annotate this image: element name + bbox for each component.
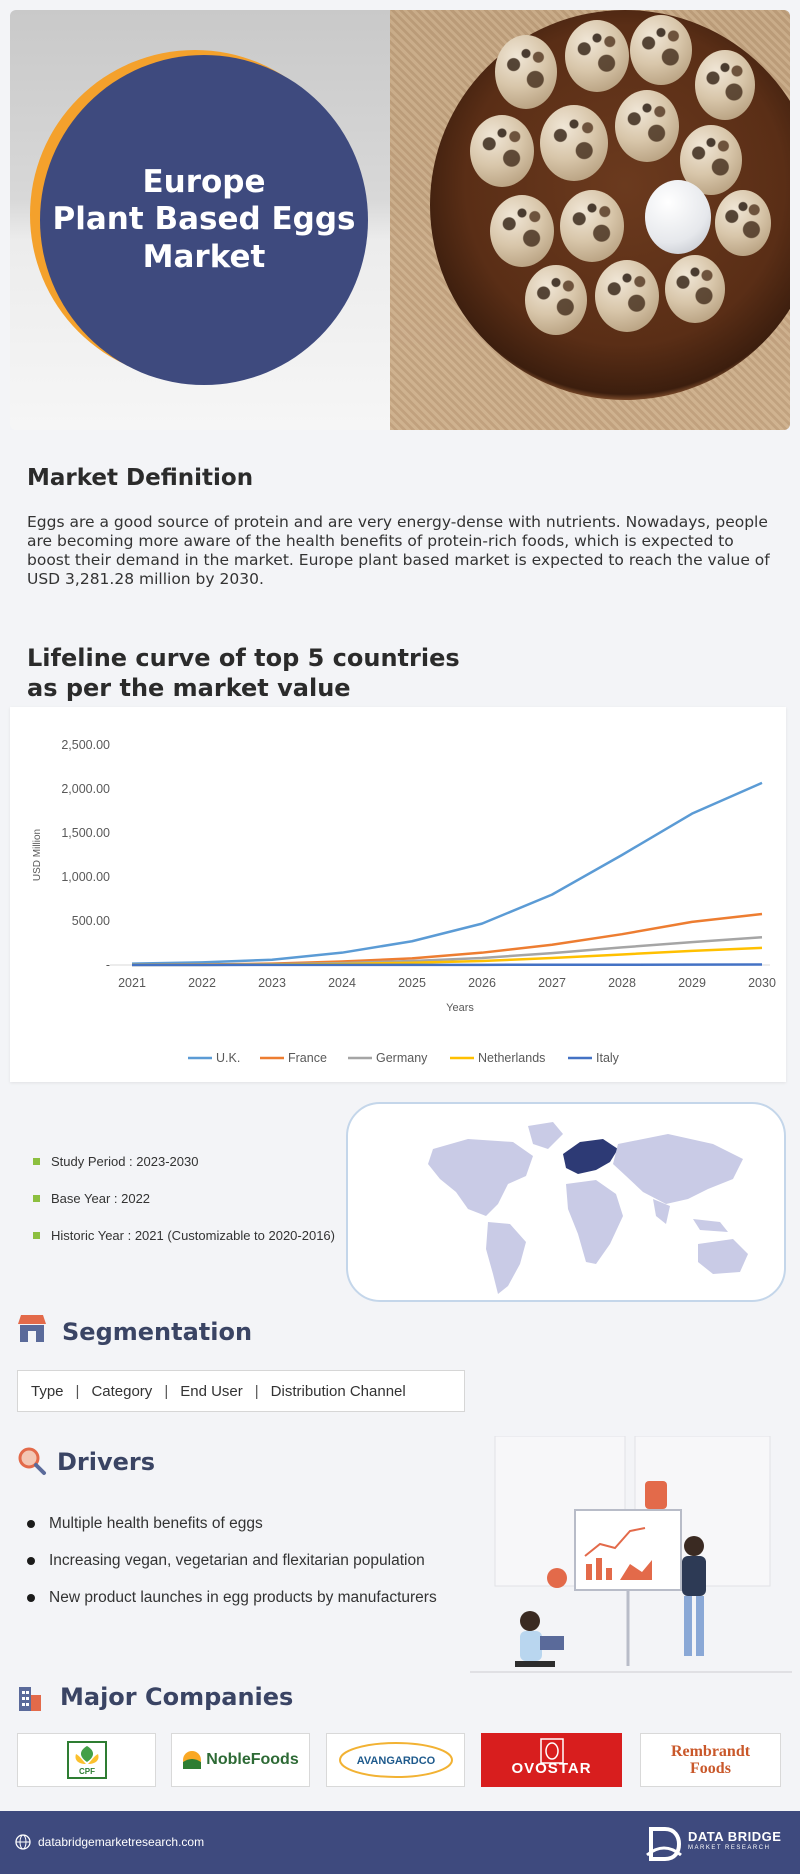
- logo-noble-foods: NobleFoods: [171, 1733, 310, 1787]
- map-asia: [613, 1134, 743, 1204]
- footer-website-link[interactable]: databridgemarketresearch.com: [38, 1835, 205, 1849]
- legend-label: France: [288, 1051, 327, 1065]
- x-tick-label: 2030: [748, 976, 776, 990]
- historic-year: Historic Year : 2021 (Customizable to 20…: [33, 1227, 335, 1264]
- buildings-icon: [17, 1683, 43, 1716]
- data-bridge-logo-icon: [646, 1827, 682, 1861]
- segment-separator: |: [75, 1382, 80, 1400]
- x-tick-label: 2021: [118, 976, 146, 990]
- cpf-logo-text: CPF: [79, 1767, 95, 1776]
- map-africa: [566, 1180, 623, 1264]
- drivers-title: Drivers: [57, 1448, 156, 1476]
- legend-label: Italy: [596, 1051, 620, 1065]
- hero-banner: Europe Plant Based Eggs Market: [10, 10, 790, 430]
- driver-item: Multiple health benefits of eggs: [27, 1514, 437, 1551]
- logo-rembrandt-foods: Rembrandt Foods: [640, 1733, 781, 1787]
- footer: databridgemarketresearch.com DATA BRIDGE…: [0, 1811, 800, 1874]
- noble-foods-text: NobleFoods: [206, 1751, 299, 1768]
- map-south-asia: [653, 1199, 670, 1224]
- segmentation-bar: Type | Category | End User | Distributio…: [17, 1370, 465, 1412]
- avangardco-logo-mark: AVANGARDCO: [338, 1742, 453, 1778]
- x-tick-label: 2026: [468, 976, 496, 990]
- map-greenland: [528, 1122, 563, 1149]
- map-north-america: [428, 1139, 533, 1216]
- x-tick-label: 2027: [538, 976, 566, 990]
- logo-cpf: CPF: [17, 1733, 156, 1787]
- legend-label: Netherlands: [478, 1051, 545, 1065]
- map-indonesia: [693, 1219, 728, 1232]
- market-definition-title: Market Definition: [27, 465, 254, 491]
- segment-category: Category: [91, 1382, 153, 1400]
- series-line-france: [131, 912, 763, 966]
- cpf-logo-mark: CPF: [66, 1741, 107, 1779]
- store-icon: [17, 1312, 47, 1349]
- globe-icon: [15, 1834, 31, 1850]
- y-tick-label: 2,500.00: [61, 738, 110, 752]
- major-companies-title: Major Companies: [60, 1683, 294, 1711]
- y-tick-label: 1,500.00: [61, 826, 110, 840]
- presentation-illustration: [470, 1435, 792, 1676]
- ovostar-egg-icon: [540, 1738, 564, 1764]
- study-period: Study Period : 2023-2030: [33, 1153, 335, 1190]
- segment-separator: |: [164, 1382, 169, 1400]
- noble-foods-sun-icon: [183, 1751, 202, 1769]
- y-tick-label: 1,000.00: [61, 870, 110, 884]
- segmentation-title: Segmentation: [62, 1318, 253, 1346]
- x-tick-label: 2025: [398, 976, 426, 990]
- segment-distribution-channel: Distribution Channel: [270, 1382, 406, 1400]
- series-line-uk: [131, 781, 763, 965]
- driver-item: Increasing vegan, vegetarian and flexita…: [27, 1551, 437, 1588]
- drivers-list: Multiple health benefits of eggs Increas…: [27, 1514, 437, 1625]
- x-tick-label: 2022: [188, 976, 216, 990]
- map-europe: [563, 1139, 618, 1174]
- market-definition-text: Eggs are a good source of protein and ar…: [27, 513, 770, 588]
- rembrandt-foods-text: Rembrandt Foods: [670, 1743, 751, 1777]
- x-tick-label: 2029: [678, 976, 706, 990]
- map-australia: [698, 1239, 748, 1274]
- ovostar-text: OVOSTAR: [511, 1759, 592, 1777]
- world-map-card: [346, 1102, 786, 1302]
- logo-avangardco: AVANGARDCO: [326, 1733, 465, 1787]
- y-tick-label: 500.00: [72, 914, 110, 928]
- legend-label: Germany: [376, 1051, 428, 1065]
- page-title: Europe Plant Based Eggs Market: [52, 164, 356, 275]
- lifeline-chart-svg: 2,500.00 2,000.00 1,500.00 1,000.00 500.00 - U…: [32, 738, 776, 1065]
- study-info-list: Study Period : 2023-2030 Base Year : 202…: [33, 1153, 335, 1264]
- x-tick-label: 2024: [328, 976, 356, 990]
- y-tick-label: -: [106, 958, 110, 972]
- footer-brand-name: DATA BRIDGE: [688, 1829, 782, 1844]
- base-year: Base Year : 2022: [33, 1190, 335, 1227]
- x-tick-label: 2023: [258, 976, 286, 990]
- segment-end-user: End User: [180, 1382, 243, 1400]
- lifeline-chart-title: Lifeline curve of top 5 countries as per…: [27, 644, 460, 702]
- legend-label: U.K.: [216, 1051, 240, 1065]
- segment-separator: |: [254, 1382, 259, 1400]
- lifeline-chart: 2,500.00 2,000.00 1,500.00 1,000.00 500.00 - U…: [10, 707, 786, 1082]
- x-tick-label: 2028: [608, 976, 636, 990]
- map-south-america: [486, 1222, 526, 1294]
- y-tick-label: 2,000.00: [61, 782, 110, 796]
- x-axis-label: Years: [446, 1002, 474, 1014]
- driver-item: New product launches in egg products by …: [27, 1588, 437, 1625]
- avangardco-text: AVANGARDCO: [356, 1755, 435, 1767]
- hero-title-circle: Europe Plant Based Eggs Market: [40, 55, 368, 385]
- world-map: [428, 1122, 748, 1294]
- egg-bowl-image: [430, 10, 790, 400]
- logo-ovostar: OVOSTAR: [481, 1733, 622, 1787]
- footer-brand-sub: MARKET RESEARCH: [688, 1845, 771, 1851]
- y-axis-label: USD Million: [32, 829, 43, 881]
- segment-type: Type: [31, 1382, 64, 1400]
- magnifier-icon: [17, 1446, 47, 1481]
